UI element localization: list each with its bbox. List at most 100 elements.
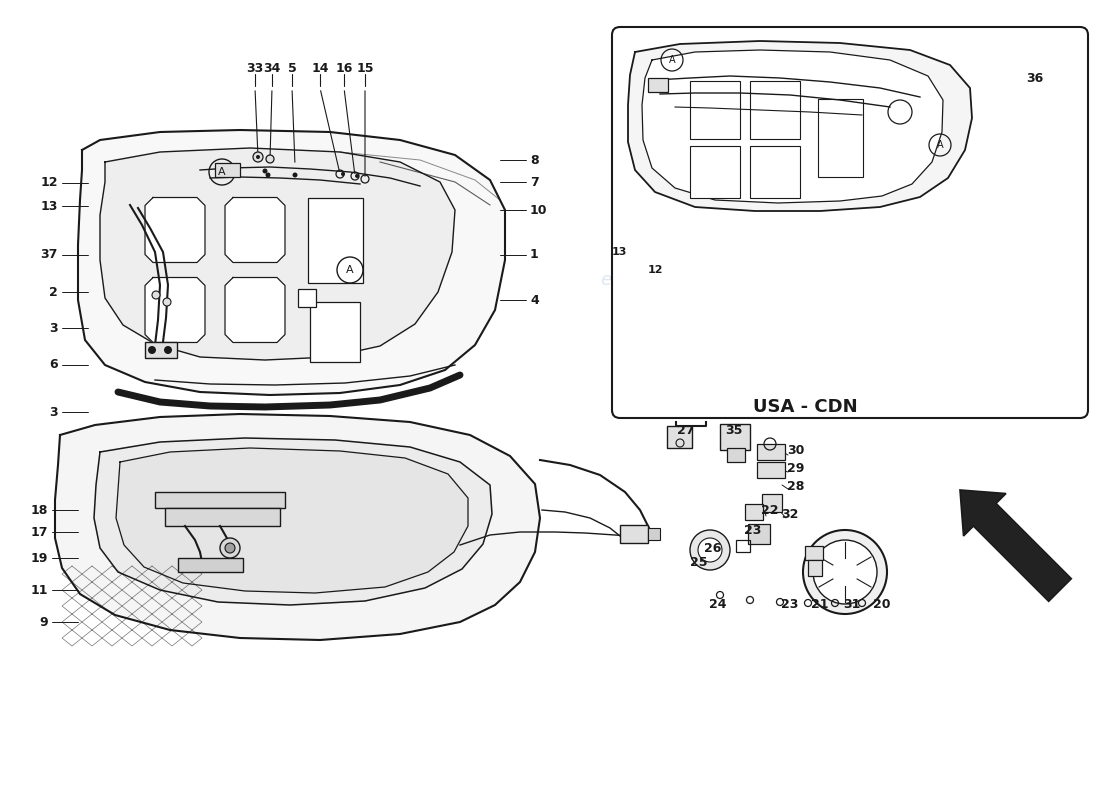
Text: USA - CDN: USA - CDN (752, 398, 857, 416)
Bar (817, 99, 862, 177)
Text: 4: 4 (530, 294, 539, 306)
Text: 1: 1 (530, 249, 539, 262)
Text: 31: 31 (844, 598, 860, 611)
Text: 33: 33 (246, 62, 264, 74)
Text: 8: 8 (530, 154, 539, 166)
Text: 30: 30 (788, 443, 805, 457)
Text: 16: 16 (336, 62, 353, 74)
Bar (720, 424, 750, 450)
Text: 32: 32 (781, 507, 799, 521)
Text: 9: 9 (40, 615, 48, 629)
Bar (745, 504, 763, 520)
Circle shape (355, 174, 359, 178)
Polygon shape (55, 414, 540, 640)
Circle shape (226, 543, 235, 553)
Bar (690, 81, 740, 139)
Bar (155, 492, 285, 508)
Text: 3: 3 (50, 322, 58, 334)
Circle shape (163, 298, 170, 306)
Text: 22: 22 (761, 503, 779, 517)
Text: 15: 15 (356, 62, 374, 74)
Text: eurospares: eurospares (800, 231, 900, 249)
Polygon shape (145, 198, 205, 262)
Polygon shape (226, 278, 285, 342)
Text: eurospares: eurospares (320, 321, 420, 339)
Text: 29: 29 (788, 462, 805, 474)
Bar (310, 302, 360, 362)
Text: 23: 23 (745, 523, 761, 537)
Text: 7: 7 (530, 175, 539, 189)
Text: 11: 11 (31, 583, 48, 597)
Text: 14: 14 (311, 62, 329, 74)
Circle shape (164, 346, 172, 354)
Circle shape (253, 152, 263, 162)
Circle shape (293, 173, 297, 178)
Circle shape (813, 540, 877, 604)
Bar (145, 342, 177, 358)
Bar (757, 462, 785, 478)
Text: eurospares: eurospares (600, 271, 701, 289)
Bar (808, 560, 822, 576)
Text: 25: 25 (691, 555, 707, 569)
Text: 36: 36 (1026, 71, 1044, 85)
Text: A: A (346, 265, 354, 275)
Text: A: A (669, 55, 675, 65)
Polygon shape (226, 198, 285, 262)
Bar (667, 426, 692, 448)
Circle shape (698, 538, 722, 562)
Text: A: A (218, 167, 226, 177)
Circle shape (690, 530, 730, 570)
Polygon shape (642, 50, 943, 203)
Text: 28: 28 (788, 479, 805, 493)
Circle shape (265, 173, 271, 178)
Bar (178, 558, 243, 572)
Circle shape (341, 172, 345, 176)
Text: 3: 3 (50, 406, 58, 418)
FancyBboxPatch shape (612, 27, 1088, 418)
Text: 13: 13 (41, 199, 58, 213)
Polygon shape (116, 448, 468, 593)
Text: 17: 17 (31, 526, 48, 538)
Text: 34: 34 (263, 62, 280, 74)
Text: 37: 37 (41, 249, 58, 262)
Bar (165, 508, 280, 526)
Bar (805, 546, 823, 560)
Text: 13: 13 (612, 247, 627, 257)
Bar (750, 81, 800, 139)
Bar (727, 448, 745, 462)
Text: 19: 19 (31, 551, 48, 565)
Polygon shape (78, 130, 505, 395)
Bar (736, 540, 750, 552)
Text: 20: 20 (873, 598, 891, 611)
Circle shape (266, 155, 274, 163)
Bar (214, 163, 240, 177)
Text: 5: 5 (287, 62, 296, 74)
Text: 2: 2 (50, 286, 58, 298)
Bar (298, 289, 316, 307)
Bar (757, 444, 785, 460)
Polygon shape (100, 148, 455, 360)
Text: 18: 18 (31, 503, 48, 517)
Text: 6: 6 (50, 358, 58, 371)
Circle shape (263, 169, 267, 174)
Bar (620, 525, 648, 543)
Bar (750, 146, 800, 198)
Circle shape (220, 538, 240, 558)
Bar (308, 198, 363, 282)
Polygon shape (94, 438, 492, 605)
Bar (648, 78, 668, 92)
Bar (748, 524, 770, 544)
Text: 21: 21 (812, 598, 828, 611)
Bar (690, 146, 740, 198)
Text: 12: 12 (648, 265, 663, 275)
Polygon shape (628, 41, 972, 211)
Text: eurospares: eurospares (104, 231, 206, 249)
Circle shape (148, 346, 156, 354)
Circle shape (256, 155, 260, 159)
Text: A: A (937, 140, 944, 150)
Text: 23: 23 (781, 598, 799, 611)
Text: 35: 35 (725, 423, 742, 437)
Text: 12: 12 (41, 177, 58, 190)
Text: 26: 26 (704, 542, 722, 554)
Circle shape (803, 530, 887, 614)
